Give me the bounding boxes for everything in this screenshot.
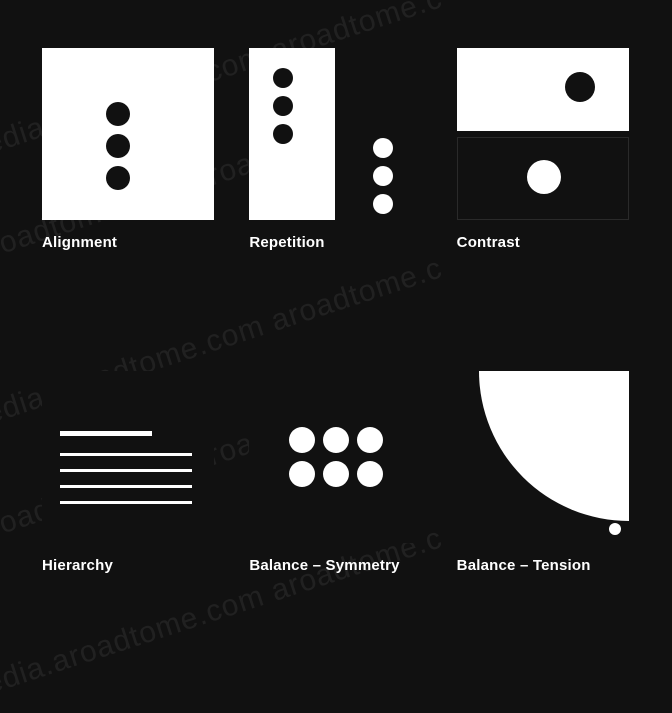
principle-label: Balance – Symmetry	[249, 557, 422, 574]
dot-icon	[289, 427, 315, 453]
principles-grid: Alignment Repetition Contrast	[42, 48, 630, 624]
body-line	[60, 453, 192, 456]
principle-label: Alignment	[42, 234, 215, 251]
dot-icon	[106, 102, 130, 126]
dot-icon	[106, 134, 130, 158]
principle-label: Repetition	[249, 234, 422, 251]
dot-icon	[357, 427, 383, 453]
dot-icon	[609, 523, 621, 535]
dot-icon	[527, 160, 561, 194]
dot-icon	[289, 461, 315, 487]
hierarchy-tile	[42, 371, 214, 543]
tension-tile	[457, 371, 629, 543]
dot-icon	[323, 427, 349, 453]
principle-label: Balance – Tension	[457, 557, 630, 574]
dot-icon	[565, 72, 595, 102]
principle-hierarchy: Hierarchy	[42, 371, 215, 624]
dot-icon	[323, 461, 349, 487]
quarter-circle-icon	[479, 371, 629, 521]
contrast-tile	[457, 48, 629, 220]
principle-repetition: Repetition	[249, 48, 422, 301]
dot-icon	[357, 461, 383, 487]
body-line	[60, 501, 192, 504]
principle-alignment: Alignment	[42, 48, 215, 301]
principle-balance-symmetry: Balance – Symmetry	[249, 371, 422, 624]
body-line	[60, 485, 192, 488]
repetition-tile	[249, 48, 421, 220]
principle-contrast: Contrast	[457, 48, 630, 301]
principle-label: Contrast	[457, 234, 630, 251]
heading-line	[60, 431, 152, 436]
principle-balance-tension: Balance – Tension	[457, 371, 630, 624]
dot-icon	[106, 166, 130, 190]
symmetry-tile	[249, 371, 421, 543]
principle-label: Hierarchy	[42, 557, 215, 574]
body-line	[60, 469, 192, 472]
top-panel	[457, 48, 629, 131]
alignment-tile	[42, 48, 214, 220]
